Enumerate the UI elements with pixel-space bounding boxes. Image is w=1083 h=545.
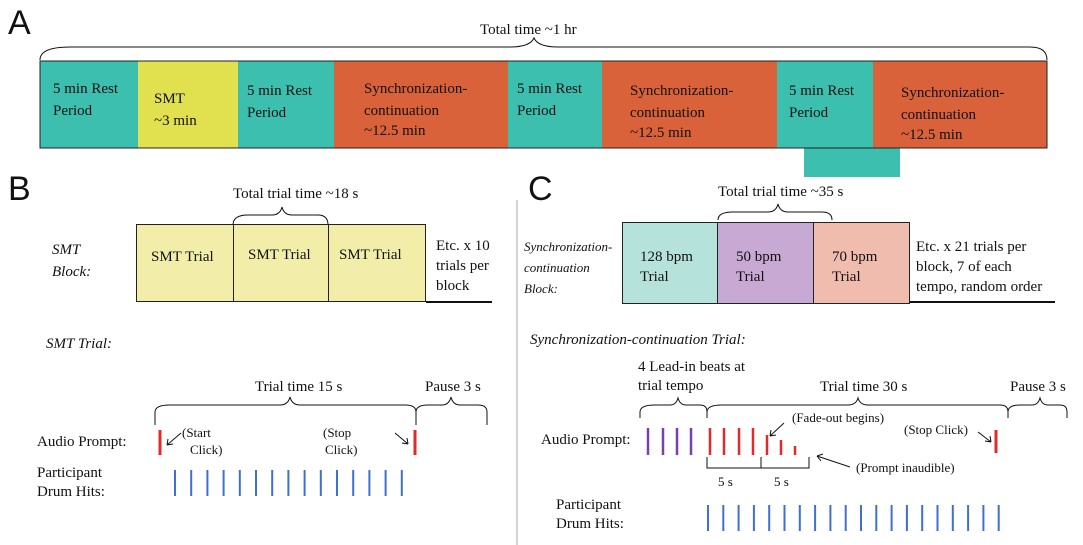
- leadin-brace: [639, 396, 708, 418]
- sync-trial-time-brace: [706, 396, 1009, 418]
- smt-trial-time-brace: [154, 396, 417, 425]
- panel-label-c: C: [528, 170, 553, 208]
- fade-out-label: (Fade-out begins): [792, 410, 885, 425]
- timeline-outline: [39, 60, 1048, 149]
- sync-stop-arrow: [977, 431, 992, 443]
- panel-label-b: B: [8, 170, 31, 208]
- prompt-beats: [708, 428, 797, 455]
- sync-continuation-1: Synchronization- continuation ~12.5 min: [334, 61, 508, 148]
- total-time-label: Total time ~1 hr: [480, 22, 577, 38]
- rest-period-2: 5 min Rest Period: [238, 61, 334, 148]
- sync-total-trial-time: Total trial time ~35 s: [718, 184, 844, 200]
- sync-continuation-2: Synchronization- continuation ~12.5 min: [602, 61, 777, 148]
- smt-trial-brace: [232, 206, 329, 226]
- smt-segment: SMT ~3 min: [138, 61, 238, 148]
- sync-drum-hits: [707, 505, 1000, 531]
- smt-trial-box-3: SMT Trial: [328, 224, 426, 302]
- sync-block-label: Synchronization- continuation Block:: [524, 239, 613, 296]
- smt-trial-heading: SMT Trial:: [46, 336, 112, 352]
- five-sec-bracket-1: [706, 457, 762, 469]
- smt-total-trial-time: Total trial time ~18 s: [233, 186, 359, 202]
- smt-drum-label: Participant Drum Hits:: [37, 465, 105, 500]
- rest-period-1: 5 min Rest Period: [40, 61, 138, 148]
- smt-pause-brace: [415, 396, 488, 425]
- prompt-inaudible-label: (Prompt inaudible): [856, 460, 955, 475]
- stop-click-label: (Stop Click): [323, 425, 358, 457]
- five-sec-label-1: 5 s: [718, 474, 733, 489]
- sync-trial-time: Trial time 30 s: [820, 379, 908, 395]
- sync-audio-prompt-label: Audio Prompt:: [541, 432, 631, 448]
- five-sec-label-2: 5 s: [774, 474, 789, 489]
- sync-continuation-3: Synchronization- continuation ~12.5 min: [873, 61, 1047, 148]
- tempo-trial-128: 128 bpm Trial: [622, 222, 718, 304]
- rest-period-4-extension: [804, 146, 900, 177]
- rest-period-3: 5 min Rest Period: [508, 61, 602, 148]
- smt-drum-hits: [174, 470, 403, 496]
- sync-pause: Pause 3 s: [1010, 379, 1066, 395]
- smt-trial-time: Trial time 15 s: [255, 379, 343, 395]
- fade-arrow: [769, 422, 785, 437]
- tempo-trial-70: 70 bpm Trial: [813, 222, 910, 304]
- leadin-beats: [646, 428, 693, 455]
- panel-label-a: A: [8, 4, 31, 42]
- rest-period-4: 5 min Rest Period: [777, 61, 873, 148]
- sync-etc-text: Etc. x 21 trials per block, 7 of each te…: [916, 239, 1043, 295]
- total-time-brace: [39, 36, 1048, 61]
- start-click-label: (Start Click): [182, 425, 223, 457]
- inaudible-arrow: [816, 453, 851, 468]
- smt-audio-prompt-label: Audio Prompt:: [37, 434, 127, 450]
- smt-block-label-2: Block:: [52, 264, 92, 280]
- start-arrow: [166, 432, 182, 446]
- five-sec-bracket-2: [760, 457, 810, 469]
- smt-etc-text: Etc. x 10 trials per block: [436, 238, 490, 294]
- smt-pause: Pause 3 s: [425, 379, 481, 395]
- smt-trial-box-1: SMT Trial: [136, 224, 234, 302]
- sync-stop-click-label: (Stop Click): [904, 422, 968, 437]
- leadin-label: 4 Lead-in beats at trial tempo: [638, 359, 746, 394]
- smt-trial-box-2: SMT Trial: [233, 224, 329, 302]
- sync-trial-brace: [717, 203, 833, 221]
- stop-arrow: [394, 432, 409, 445]
- sync-trial-heading: Synchronization-continuation Trial:: [530, 332, 746, 348]
- sync-pause-brace: [1007, 396, 1068, 418]
- sync-drum-label: Participant Drum Hits:: [556, 497, 624, 532]
- smt-block-label-1: SMT: [52, 242, 81, 258]
- tempo-trial-50: 50 bpm Trial: [717, 222, 814, 304]
